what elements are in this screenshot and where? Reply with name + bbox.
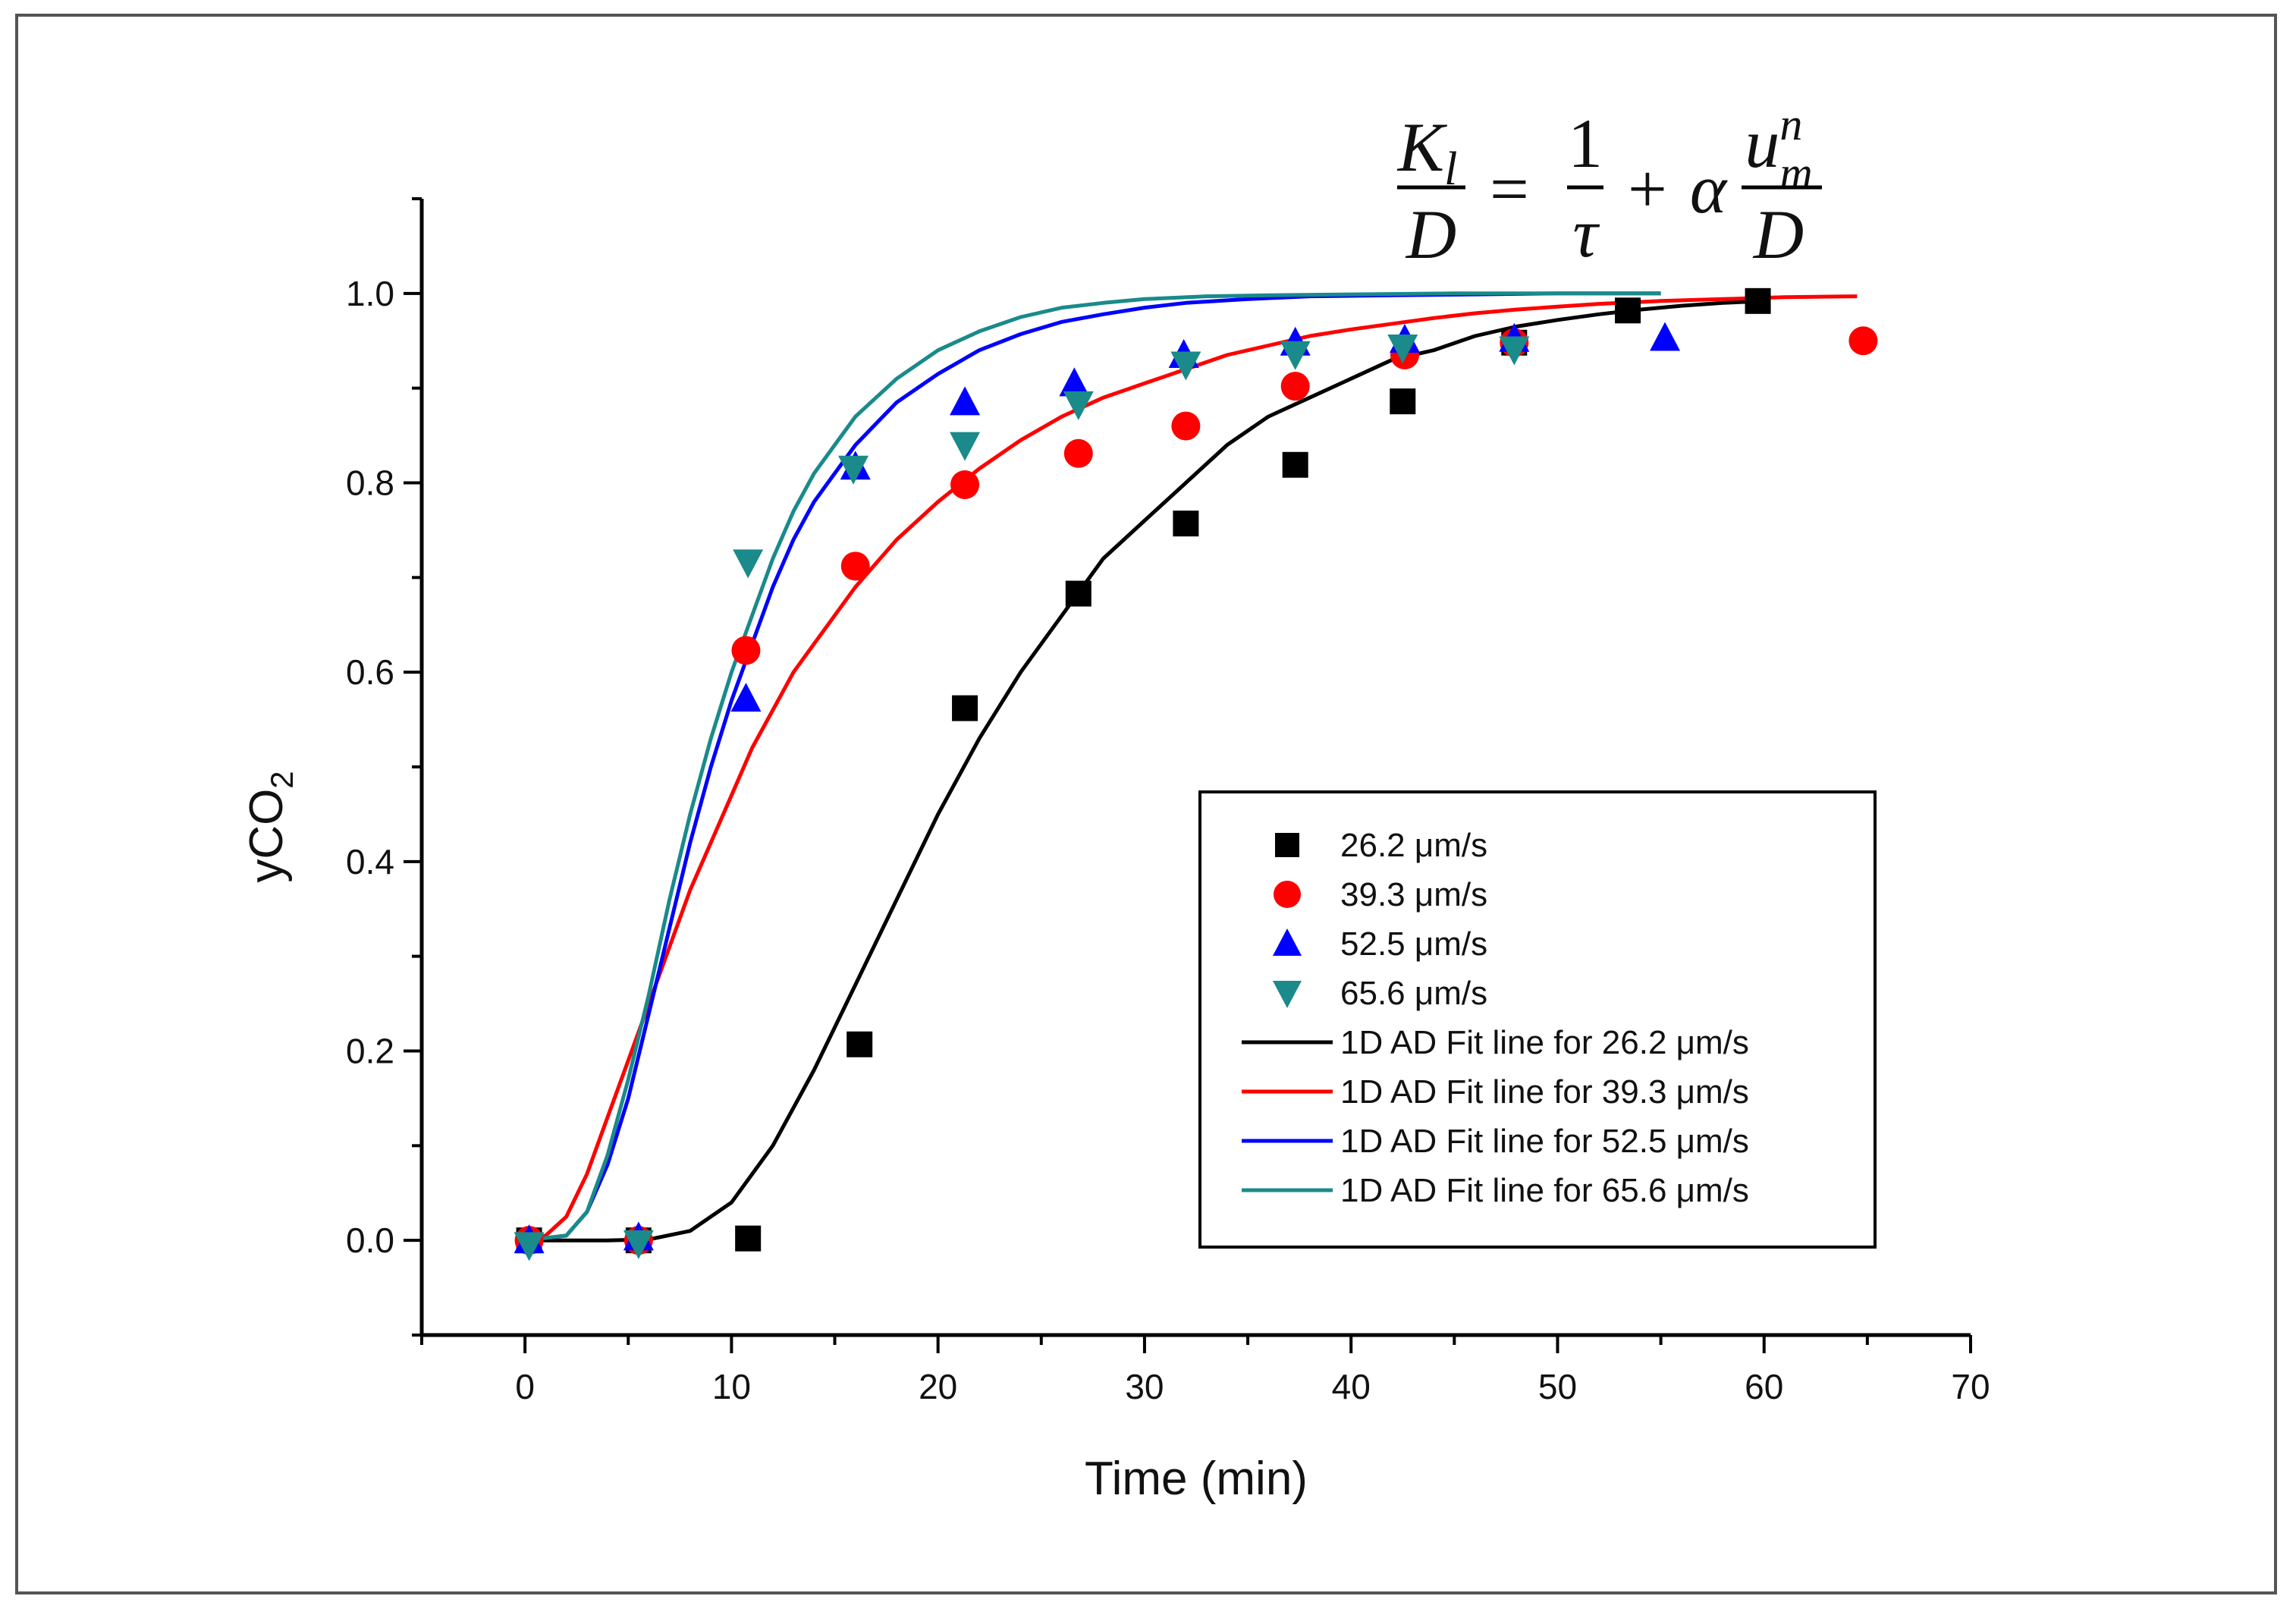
data-point-series-3 — [1650, 322, 1681, 351]
data-point-series-1 — [1390, 388, 1416, 415]
legend-label-3: 52.5 μm/s — [1340, 925, 1487, 963]
data-point-series-1 — [1173, 511, 1199, 537]
x-axis-title: Time (min) — [1085, 1453, 1308, 1505]
data-point-series-4 — [1280, 341, 1311, 370]
data-point-series-1 — [952, 695, 978, 721]
legend-marker-2 — [1274, 881, 1301, 908]
eq-term2-den: D — [1752, 196, 1804, 273]
legend-fit-label-2: 1D AD Fit line for 39.3 μm/s — [1340, 1073, 1749, 1111]
y-tick-label: 0.4 — [346, 842, 394, 881]
eq-term2-num-sub: m — [1779, 148, 1812, 198]
legend-label-1: 26.2 μm/s — [1340, 827, 1487, 864]
y-tick-label: 0.2 — [346, 1032, 394, 1071]
fit-line-1 — [525, 299, 1764, 1243]
eq-equals: = — [1490, 150, 1529, 228]
data-point-series-2 — [1171, 411, 1201, 441]
data-point-series-4 — [514, 1232, 545, 1261]
eq-lhs-num: K — [1396, 108, 1448, 186]
legend-label-2: 39.3 μm/s — [1340, 876, 1487, 913]
eq-lhs-den: D — [1405, 196, 1456, 273]
data-point-series-4 — [623, 1230, 654, 1259]
eq-term1-num: 1 — [1568, 105, 1603, 182]
eq-alpha: α — [1690, 150, 1728, 228]
x-tick-label: 60 — [1745, 1367, 1783, 1406]
eq-lhs-num-sub: l — [1444, 143, 1457, 195]
y-tick-label: 0.8 — [346, 463, 394, 503]
y-axis-title-sub: 2 — [264, 771, 300, 788]
svg-text:Kl: Kl — [1396, 108, 1458, 195]
data-point-series-4 — [1170, 351, 1201, 381]
x-tick-label: 30 — [1125, 1367, 1164, 1406]
data-point-series-1 — [1282, 451, 1308, 478]
data-point-series-2 — [731, 636, 761, 665]
data-point-series-3 — [950, 386, 981, 416]
eq-term2-num-sup: n — [1779, 99, 1802, 149]
data-point-series-2 — [950, 470, 980, 499]
data-markers — [514, 287, 1878, 1261]
x-tick-label: 10 — [712, 1367, 751, 1406]
x-tick-label: 0 — [515, 1367, 535, 1406]
data-point-series-4 — [1063, 391, 1094, 420]
x-tick-label: 70 — [1951, 1367, 1990, 1406]
x-tick-label: 40 — [1332, 1367, 1371, 1406]
y-tick-label: 0.0 — [346, 1221, 394, 1260]
svg-text:unm: un m — [1745, 99, 1812, 198]
svg-text:yCO2: yCO2 — [240, 771, 300, 882]
eq-plus: + — [1628, 150, 1667, 228]
data-point-series-4 — [1499, 336, 1530, 366]
legend-marker-4 — [1273, 981, 1302, 1008]
figure-frame — [15, 14, 2277, 1594]
eq-term2-num: u — [1745, 105, 1779, 182]
legend-fit-label-1: 1D AD Fit line for 26.2 μm/s — [1340, 1024, 1749, 1061]
data-point-series-4 — [838, 455, 869, 485]
data-point-series-2 — [1848, 326, 1878, 356]
data-point-series-1 — [846, 1031, 873, 1057]
legend-box — [1198, 790, 1877, 1249]
ticks: 0 10 20 30 40 50 60 70 0.0 0.2 0.4 0.6 0.8 1.0 — [346, 197, 1990, 1406]
legend-fit-label-3: 1D AD Fit line for 52.5 μm/s — [1340, 1123, 1749, 1160]
data-point-series-2 — [840, 551, 870, 581]
equation: Kl D = 1 τ + α un m D — [1396, 99, 1822, 273]
data-point-series-4 — [1387, 334, 1418, 363]
legend-label-4: 65.6 μm/s — [1340, 975, 1487, 1012]
data-point-series-3 — [1059, 367, 1090, 397]
data-point-series-3 — [730, 683, 762, 712]
data-point-series-4 — [950, 432, 981, 461]
eq-term1-den: τ — [1573, 194, 1600, 272]
data-point-series-2 — [1063, 438, 1093, 468]
data-point-series-1 — [1745, 287, 1771, 314]
x-tick-label: 50 — [1538, 1367, 1577, 1406]
data-point-series-1 — [1065, 580, 1091, 607]
data-point-series-2 — [1280, 372, 1310, 401]
fit-line-4 — [524, 291, 1661, 1243]
data-point-series-4 — [733, 549, 764, 579]
y-tick-label: 0.6 — [346, 652, 394, 692]
data-point-series-1 — [1615, 297, 1641, 324]
y-tick-label: 1.0 — [346, 274, 394, 313]
legend: 26.2 μm/s 39.3 μm/s 52.5 μm/s 65.6 μm/s 1D A… — [1198, 790, 1877, 1249]
legend-fit-label-4: 1D AD Fit line for 65.6 μm/s — [1340, 1172, 1749, 1209]
y-axis-title: yCO2 — [240, 771, 300, 882]
x-tick-label: 20 — [919, 1367, 957, 1406]
y-axis-title-main: yCO — [240, 789, 293, 883]
data-point-series-1 — [735, 1225, 762, 1252]
legend-marker-3 — [1273, 928, 1302, 956]
legend-marker-1 — [1275, 833, 1299, 857]
